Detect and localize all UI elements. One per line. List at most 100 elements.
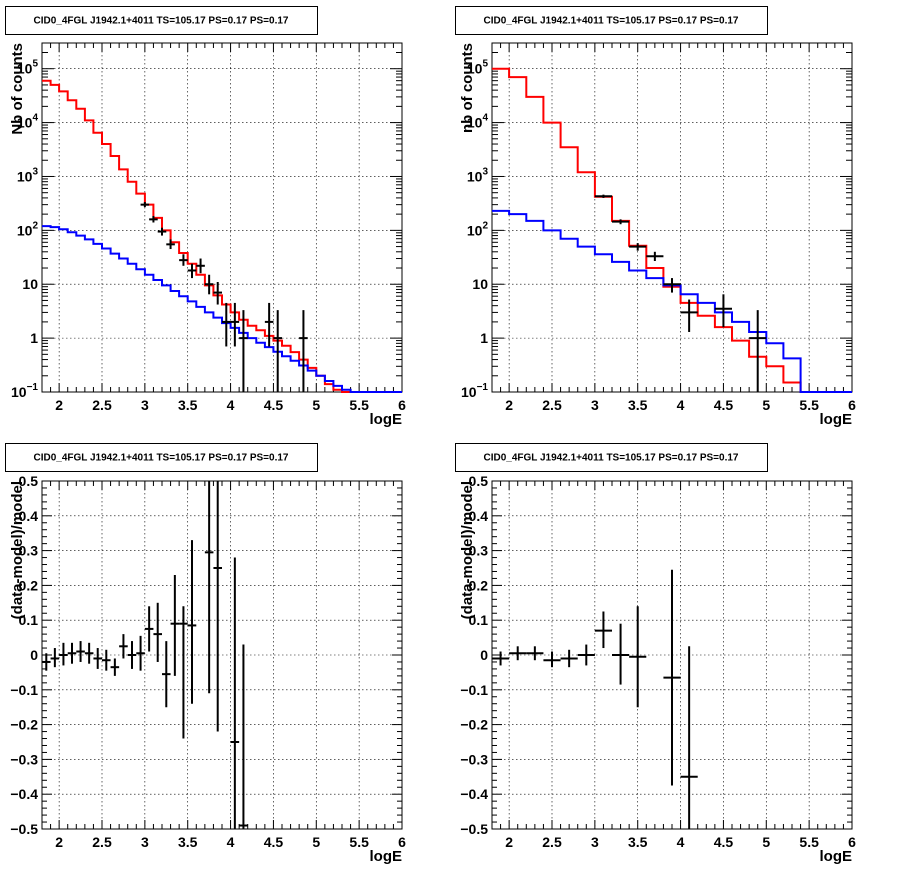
data-point: [230, 302, 240, 347]
y-tick-label: 0.5: [469, 473, 489, 489]
y-tick-label: 0.4: [19, 508, 39, 524]
x-tick-label: 5.5: [349, 834, 369, 850]
data-point: [663, 278, 681, 293]
y-tick-base: 0: [30, 647, 38, 663]
y-tick-label: 1: [30, 330, 38, 346]
y-tick-exponent: 2: [32, 220, 38, 231]
y-tick-base: −0.2: [460, 717, 488, 733]
y-tick-label: 10−1: [11, 382, 38, 400]
y-tick-base: 10: [11, 384, 27, 400]
y-tick-base: 0.4: [19, 508, 39, 524]
y-tick-label: 0.3: [19, 543, 39, 559]
y-tick-base: 10: [17, 168, 33, 184]
y-tick-base: 10: [467, 222, 483, 238]
x-tick-label: 3: [141, 834, 149, 850]
y-tick-base: −0.5: [460, 821, 488, 837]
data-point: [509, 646, 527, 661]
data-point: [110, 658, 120, 676]
data-point: [213, 282, 222, 305]
y-tick-label: 105: [17, 59, 39, 77]
y-tick-exponent: 2: [482, 220, 488, 231]
y-tick-base: 10: [472, 276, 488, 292]
x-tick-label: 4.5: [714, 834, 734, 850]
y-tick-base: 0.3: [469, 543, 489, 559]
y-tick-exponent: −1: [477, 382, 489, 393]
data-point: [594, 611, 612, 649]
y-tick-label: 10: [472, 276, 488, 292]
x-tick-label: 3.5: [628, 397, 648, 413]
data-point: [594, 194, 612, 198]
data-point: [187, 263, 197, 279]
x-tick-label: 2.5: [92, 834, 112, 850]
x-tick-label: 3: [141, 397, 149, 413]
y-tick-base: −0.4: [10, 786, 38, 802]
y-tick-base: −0.1: [10, 682, 38, 698]
y-tick-label: 103: [467, 166, 489, 184]
data-point: [140, 202, 150, 208]
grid: [42, 43, 402, 392]
y-tick-exponent: 4: [32, 113, 38, 124]
title-box: [5, 6, 318, 35]
y-axis-label: (data-model)/model: [459, 481, 476, 619]
y-tick-base: 10: [467, 168, 483, 184]
y-tick-base: 10: [461, 384, 477, 400]
data-point: [127, 641, 137, 669]
x-tick-label: 5.5: [349, 397, 369, 413]
y-tick-label: 0.4: [469, 508, 489, 524]
title-box: [455, 443, 768, 472]
data-point: [157, 227, 167, 236]
data-point: [84, 642, 94, 664]
data-point: [526, 646, 544, 661]
data-point: [187, 540, 197, 704]
panel-bottom-left: CID0_4FGL J1942.1+4011 TS=105.17 PS=0.17…: [5, 443, 406, 865]
x-tick-label: 4: [227, 834, 235, 850]
data-point: [42, 653, 51, 671]
y-tick-base: −0.4: [460, 786, 488, 802]
x-tick-label: 4: [677, 834, 685, 850]
y-tick-label: 0.2: [19, 577, 39, 593]
total-model-histogram: [42, 79, 402, 393]
data-point: [119, 634, 128, 659]
data-point: [273, 310, 282, 392]
y-tick-label: 1: [480, 330, 488, 346]
x-tick-label: 5.5: [799, 834, 819, 850]
data-point: [204, 481, 214, 694]
y-tick-base: 0.1: [469, 612, 489, 628]
y-tick-label: 0: [30, 647, 38, 663]
x-tick-label: 3.5: [178, 834, 198, 850]
data-point: [680, 646, 698, 829]
x-axis-label: logE: [820, 848, 853, 865]
chart-title: CID0_4FGL J1942.1+4011 TS=105.17 PS=0.17…: [33, 16, 288, 27]
data-point: [136, 635, 145, 671]
x-tick-label: 2: [55, 834, 63, 850]
y-tick-label: −0.5: [460, 821, 488, 837]
y-tick-label: 0.5: [19, 473, 39, 489]
data-point: [162, 641, 171, 708]
data-point: [196, 258, 205, 274]
data-point: [166, 239, 175, 250]
data-point: [230, 557, 240, 829]
y-tick-base: 0.2: [469, 577, 489, 593]
data-point: [612, 623, 630, 685]
y-tick-base: 0.5: [19, 473, 39, 489]
data-point: [76, 641, 85, 662]
title-box: [5, 443, 318, 472]
data-point: [213, 481, 222, 732]
data-point: [179, 606, 188, 739]
data-point: [299, 310, 308, 392]
data-point: [663, 569, 681, 786]
y-tick-exponent: 3: [32, 166, 38, 177]
y-tick-base: 0.5: [469, 473, 489, 489]
data-point: [59, 642, 68, 666]
data-point: [629, 243, 647, 251]
data-point: [204, 274, 214, 295]
y-tick-base: 10: [17, 115, 33, 131]
y-tick-base: 0.1: [19, 612, 39, 628]
data-point: [629, 606, 647, 708]
y-tick-base: −0.1: [460, 682, 488, 698]
y-tick-base: 0: [480, 647, 488, 663]
grid: [492, 43, 852, 392]
data-point: [612, 219, 630, 225]
x-tick-label: 6: [848, 834, 856, 850]
panel-top-right: CID0_4FGL J1942.1+4011 TS=105.17 PS=0.17…: [455, 6, 856, 428]
